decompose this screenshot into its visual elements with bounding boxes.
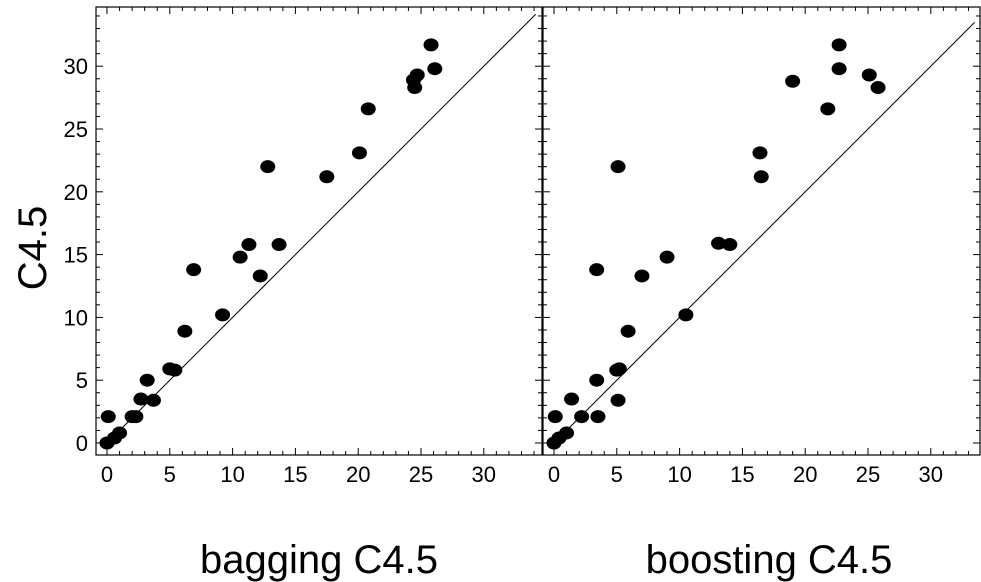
panel-boosting: 0 5 10 15 20 25 30 [542, 6, 981, 487]
data-point [753, 170, 769, 184]
data-point [351, 146, 367, 160]
data-point [559, 426, 575, 440]
data-point [564, 392, 580, 406]
data-point [634, 269, 650, 283]
y-tick-label: 5 [76, 368, 88, 393]
x-tick-label: 25 [856, 462, 880, 487]
data-point [831, 62, 847, 76]
diagonal-line [106, 13, 537, 444]
y-tick-label: 20 [64, 180, 88, 205]
x-tick-label: 30 [919, 462, 943, 487]
x-axis-title-boosting: boosting C4.5 [646, 538, 893, 582]
data-point [820, 102, 836, 116]
data-point [423, 38, 439, 52]
x-tick-label: 15 [283, 462, 307, 487]
data-point [133, 392, 149, 406]
data-point [574, 410, 590, 424]
data-point [407, 81, 423, 95]
data-point [360, 102, 376, 116]
data-point [319, 170, 335, 184]
data-point [232, 250, 248, 264]
panel-bagging: 0 5 10 15 20 25 30 0 5 10 15 20 25 30 [64, 6, 543, 487]
data-point [589, 373, 605, 387]
data-point [145, 393, 161, 407]
x-tick-label: 0 [101, 462, 113, 487]
data-point [112, 426, 128, 440]
data-point [752, 146, 768, 160]
data-point [678, 308, 694, 322]
data-point [128, 410, 144, 424]
data-point [252, 269, 268, 283]
data-point [659, 250, 675, 264]
x-tick-label: 0 [548, 462, 560, 487]
data-point [722, 238, 738, 252]
data-point [177, 324, 193, 338]
x-tick-label: 10 [220, 462, 244, 487]
data-point [785, 74, 801, 88]
x-tick-label: 30 [472, 462, 496, 487]
data-point [241, 238, 257, 252]
x-tick-label: 10 [667, 462, 691, 487]
y-tick-label: 10 [64, 305, 88, 330]
y-tick-label: 15 [64, 243, 88, 268]
data-point [547, 410, 563, 424]
data-point [100, 410, 116, 424]
diagonal-line [553, 21, 976, 444]
data-point [589, 263, 605, 277]
data-point [409, 68, 425, 82]
data-point [139, 373, 155, 387]
x-tick-label: 5 [611, 462, 623, 487]
x-tick-label: 20 [346, 462, 370, 487]
data-point [620, 324, 636, 338]
x-tick-label: 25 [409, 462, 433, 487]
data-point [260, 160, 276, 174]
data-point [167, 363, 183, 377]
data-point [590, 410, 606, 424]
plot-frame [542, 6, 981, 456]
y-tick-label: 25 [64, 117, 88, 142]
y-tick-label: 30 [64, 54, 88, 79]
data-point [861, 68, 877, 82]
data-point [215, 308, 231, 322]
data-point [831, 38, 847, 52]
x-tick-label: 20 [793, 462, 817, 487]
data-point [271, 238, 287, 252]
data-point [186, 263, 202, 277]
plot-frame [95, 6, 543, 456]
y-tick-label: 0 [76, 431, 88, 456]
y-axis-title: C4.5 [11, 206, 55, 291]
data-point [611, 362, 627, 376]
data-point [427, 62, 443, 76]
data-point [610, 393, 626, 407]
data-point [870, 81, 886, 95]
x-axis-title-bagging: bagging C4.5 [200, 538, 438, 582]
x-tick-label: 15 [730, 462, 754, 487]
x-tick-label: 5 [164, 462, 176, 487]
data-point [610, 160, 626, 174]
data-point [711, 236, 727, 250]
